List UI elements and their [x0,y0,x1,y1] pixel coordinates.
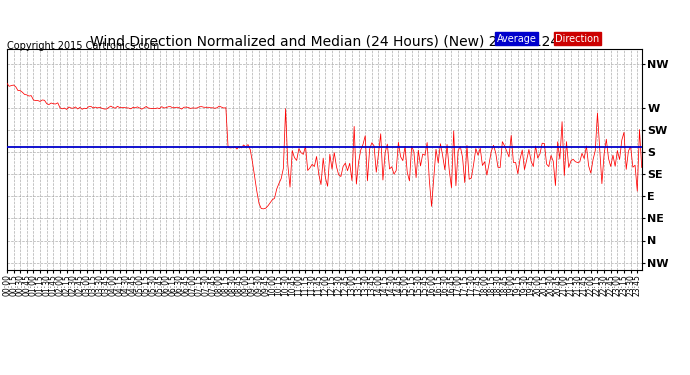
Text: Average: Average [497,34,537,44]
Text: Copyright 2015 Cartronics.com: Copyright 2015 Cartronics.com [7,41,159,51]
Text: Direction: Direction [555,34,600,44]
Title: Wind Direction Normalized and Median (24 Hours) (New) 20151124: Wind Direction Normalized and Median (24… [90,35,559,49]
